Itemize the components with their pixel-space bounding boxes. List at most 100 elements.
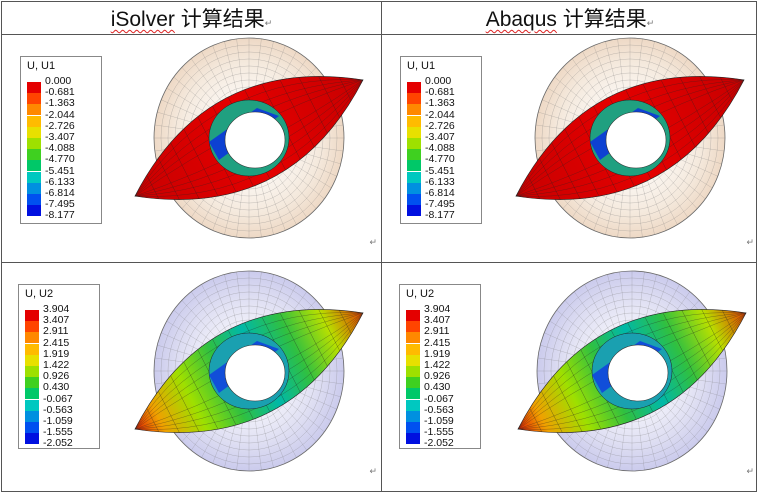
legend-value: -4.770 [45,153,75,166]
legend-value: 1.919 [43,347,70,360]
legend-value: -2.726 [45,119,75,132]
legend-value: 0.926 [43,370,70,383]
column-title-solver-name: iSolver [110,8,175,31]
legend-swatch [27,104,41,116]
legend-value: -8.177 [425,209,455,222]
legend-title: U, U2 [25,288,54,300]
legend-value: -4.088 [45,142,75,155]
legend-value: -2.044 [45,108,75,121]
legend-value: -1.555 [424,426,454,439]
legend-swatch [25,310,39,321]
legend-value: 0.430 [424,381,451,394]
legend-swatch [407,104,421,116]
legend-value: 0.000 [45,75,72,87]
legend-swatch [25,399,39,411]
legend-swatch [27,160,41,172]
legend-value: -1.555 [43,426,73,439]
legend-swatch [25,433,39,445]
legend-swatch [407,194,421,205]
cell-u2-abaqus: U, U2 3.904 3.407 2.911 2.415 1.919 1.422 0.926… [382,263,758,491]
legend-swatch [406,422,420,433]
legend-value: 0.000 [425,75,452,87]
paragraph-mark: ↵ [746,237,754,247]
legend-swatch [406,310,420,321]
legend-value: 1.422 [43,359,70,371]
legend-swatch [407,182,421,194]
legend-title: U, U1 [407,60,436,72]
legend-value: -8.177 [45,209,75,222]
legend-value: 1.422 [424,359,451,371]
u2-contour-plot [134,270,364,472]
legend-value: -1.059 [424,415,454,427]
legend-value: -3.407 [425,131,455,143]
legend-value: -7.495 [425,198,455,211]
legend-swatch [407,82,421,93]
legend-swatch [406,366,420,377]
legend-swatch [27,182,41,194]
column-title-suffix: 计算结果 [174,8,265,31]
contour-legend: U, U1 0.000 -0.681 -1.363 -2.044 -2.726 -3.407… [400,56,482,224]
legend-swatch [407,126,421,138]
legend-swatch [407,115,421,127]
legend-value: -4.088 [425,142,455,155]
legend-value: -0.681 [45,86,75,99]
legend-value: -0.067 [43,392,73,405]
legend-swatch [27,149,41,161]
legend-swatch [407,138,421,149]
legend-value: 3.904 [43,303,70,315]
legend-swatch [406,377,420,389]
legend-swatch [407,149,421,161]
contour-legend: U, U2 3.904 3.407 2.911 2.415 1.919 1.422 0.926… [18,284,100,449]
legend-swatch [407,160,421,172]
legend-value: -6.133 [425,175,455,188]
legend-swatch [406,399,420,411]
legend-value: -0.563 [43,403,73,416]
legend-swatch [406,354,420,366]
legend-swatch [25,354,39,366]
legend-value: -6.133 [45,175,75,188]
legend-value: -3.407 [45,131,75,143]
legend-value: -1.059 [43,415,73,427]
u1-contour-plot [134,37,364,239]
u1-contour-plot [515,37,745,239]
legend-swatch [406,343,420,355]
center-hole [605,111,667,169]
legend-title: U, U1 [27,60,56,72]
cell-u1-isolver: U, U1 0.000 -0.681 -1.363 -2.044 -2.726 -3.407… [2,35,381,262]
legend-value: -2.052 [43,437,73,450]
column-title-suffix: 计算结果 [556,8,647,31]
legend-value: 0.430 [43,381,70,394]
legend-value: 1.919 [424,347,451,360]
column-title-abaqus: Abaqus 计算结果↵ [382,6,758,34]
legend-value: 0.926 [424,370,451,383]
column-divider [381,2,382,491]
legend-value: -6.814 [45,187,75,199]
legend-value: -5.451 [425,164,455,177]
legend-swatch [406,388,420,400]
legend-swatch [25,377,39,389]
contour-legend: U, U1 0.000 -0.681 -1.363 -2.044 -2.726 -3.407… [20,56,102,224]
legend-value: -0.563 [424,403,454,416]
legend-swatch [25,366,39,377]
legend-swatch [406,410,420,422]
legend-swatch [406,433,420,445]
legend-value: 2.911 [424,325,450,338]
legend-swatch [27,138,41,149]
legend-swatch [27,93,41,105]
legend-value: -5.451 [45,164,75,177]
legend-value: 3.407 [424,314,451,327]
paragraph-mark: ↵ [264,18,273,28]
legend-value: -0.067 [424,392,454,405]
legend-swatch [27,194,41,205]
legend-swatch [27,82,41,93]
legend-swatch [25,343,39,355]
legend-swatch [27,115,41,127]
legend-value: -1.363 [45,97,75,110]
cell-u2-isolver: U, U2 3.904 3.407 2.911 2.415 1.919 1.422 0.926… [2,263,381,491]
column-title-solver-name: Abaqus [485,8,557,31]
legend-value: 2.911 [43,325,69,338]
legend-value: -7.495 [45,198,75,211]
legend-value: 3.904 [424,303,451,315]
paragraph-mark: ↵ [646,18,655,28]
